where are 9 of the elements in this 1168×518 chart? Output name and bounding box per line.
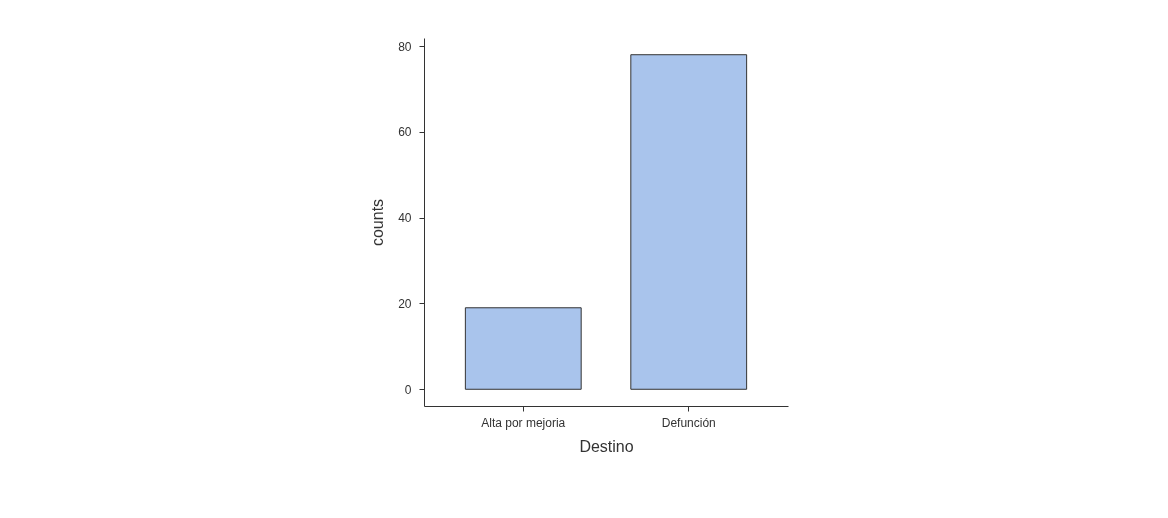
y-tick-label: 20 [398, 296, 412, 311]
y-tick-label: 60 [398, 125, 412, 140]
y-tick-label: 0 [404, 382, 412, 397]
y-axis-title: counts [369, 198, 387, 247]
y-tick-label: 40 [398, 211, 412, 226]
x-axis-title: Destino [579, 437, 634, 455]
x-tick-label: Alta por mejoria [481, 415, 566, 430]
x-tick-label: Defunción [661, 415, 716, 430]
y-tick-label: 80 [398, 39, 412, 54]
